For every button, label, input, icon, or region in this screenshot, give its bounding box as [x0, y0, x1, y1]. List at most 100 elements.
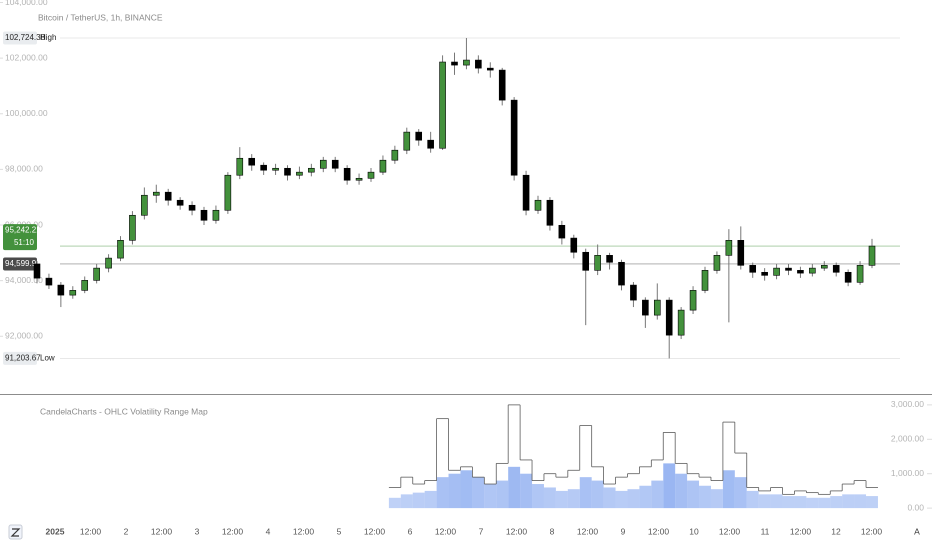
candle-body [773, 267, 780, 276]
y-tick-label: 94,000.00 [5, 275, 43, 285]
candle-body [713, 255, 721, 271]
volatility-area [508, 466, 521, 509]
volatility-area [806, 497, 819, 509]
y-tick-label: 102,000.00 [5, 52, 48, 62]
volatility-area [496, 480, 509, 509]
candle-body [272, 167, 279, 171]
x-tick-label: 12:00 [222, 526, 244, 536]
candle-body [33, 263, 41, 279]
volatility-area [579, 477, 592, 509]
candle-body [212, 209, 220, 221]
volatility-area [460, 470, 473, 509]
volatility-area [424, 490, 437, 509]
x-tick-label: 12:00 [435, 526, 457, 536]
candle-body [200, 209, 208, 221]
volatility-area [388, 497, 401, 509]
volatility-area [854, 494, 867, 509]
candle-body [141, 194, 148, 216]
timezone-icon [10, 528, 21, 537]
auto-scale-button[interactable]: A [914, 526, 920, 536]
candle-body [117, 240, 124, 259]
volatility-area [734, 477, 747, 509]
x-tick-label: 12:00 [790, 526, 812, 536]
y-tick-label: 98,000.00 [5, 164, 43, 174]
volatility-area [555, 490, 568, 509]
volatility-area [615, 490, 628, 509]
candle-body [546, 199, 554, 226]
volatility-area [436, 477, 449, 509]
candle-body [486, 67, 494, 71]
x-tick-label: 2025 [46, 526, 65, 536]
candle-body [809, 267, 816, 274]
candle-body [319, 159, 327, 169]
candle-body [427, 139, 434, 149]
chart-title: Bitcoin / TetherUS, 1h, BINANCE [38, 12, 163, 22]
candle-body [296, 171, 303, 176]
candle-body [355, 177, 363, 181]
y2-tick-label: 2,000.00 [891, 434, 924, 444]
volatility-area [400, 494, 413, 509]
candle-body [129, 214, 136, 241]
y-tick-label: 104,000.00 [5, 0, 48, 7]
candle-body [415, 131, 423, 141]
candle-body [57, 284, 65, 296]
price-label-box [3, 31, 37, 45]
candle-body [570, 237, 578, 253]
price-label-box [3, 257, 37, 271]
x-tick-label: 12:00 [506, 526, 528, 536]
volatility-area [484, 484, 497, 509]
x-tick-label: 12 [831, 526, 841, 536]
volatility-area [543, 487, 556, 509]
price-label-box [3, 224, 37, 251]
candle-body [164, 191, 172, 201]
candle-body [45, 277, 53, 286]
x-tick-label: 12:00 [364, 526, 386, 536]
volatility-area [532, 484, 544, 509]
volatility-area [746, 490, 759, 509]
x-tick-label: 12:00 [861, 526, 883, 536]
candle-body [498, 69, 506, 101]
candle-body [689, 290, 697, 311]
price-countdown: 51:10 [14, 238, 35, 247]
x-tick-label: 12:00 [648, 526, 670, 536]
price-label: 94,599.99 [5, 259, 41, 268]
volatility-area [591, 480, 604, 509]
candle-body [785, 267, 792, 271]
candle-body [403, 131, 411, 151]
candle-body [379, 159, 387, 173]
candle-body [439, 61, 446, 149]
price-pane: 92,000.0094,000.0096,000.0098,000.00100,… [0, 0, 900, 365]
x-tick-label: 5 [337, 526, 342, 536]
volatility-area [639, 485, 652, 509]
candle-body [284, 167, 291, 176]
volatility-area [412, 492, 425, 509]
candle-body [606, 255, 613, 263]
candle-body [749, 265, 757, 273]
x-tick-label: 12:00 [577, 526, 599, 536]
x-tick-label: 12:00 [719, 526, 741, 536]
candle-body [331, 159, 339, 169]
candle-body [152, 191, 160, 196]
candle-body [260, 164, 267, 171]
y2-tick-label: 3,000.00 [891, 399, 924, 409]
volatility-area [794, 496, 807, 509]
volatility-area [687, 480, 700, 509]
candle-body [582, 251, 590, 271]
x-tick-label: 9 [621, 526, 626, 536]
candle-body [343, 167, 351, 181]
price-label: 95,242.21 [5, 226, 41, 235]
volatility-area [567, 489, 580, 509]
volatility-area [603, 487, 616, 509]
volatility-area [472, 477, 485, 509]
y-tick-label: 92,000.00 [5, 331, 43, 341]
volatility-area [842, 494, 855, 509]
candle-body [463, 59, 470, 66]
candle-body [618, 261, 625, 286]
candle-body [69, 290, 77, 296]
candle-body [522, 174, 530, 211]
candle-body [236, 157, 244, 176]
volatility-area [866, 496, 878, 509]
candle-body [677, 309, 685, 336]
candle-body [832, 265, 840, 273]
